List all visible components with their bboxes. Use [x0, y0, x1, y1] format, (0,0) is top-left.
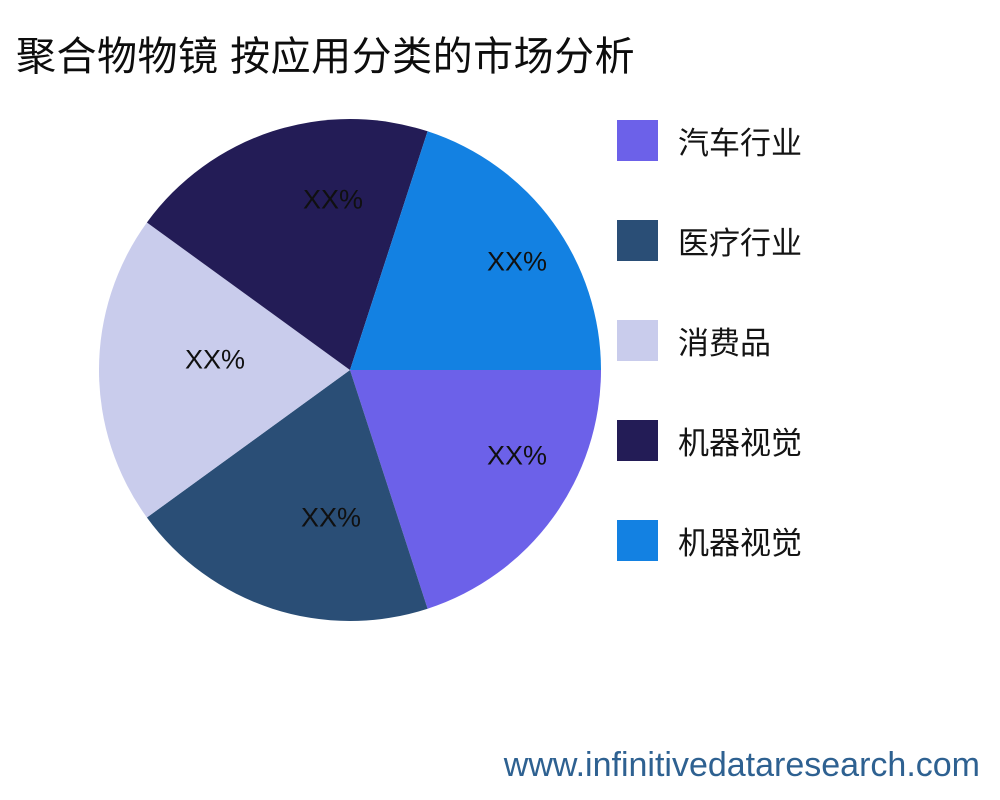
pie-slice-4 — [350, 131, 601, 370]
legend-item: 汽车行业 — [617, 120, 802, 161]
pie-chart: XX% XX% XX% XX% XX% — [94, 114, 606, 626]
pie-slice-1 — [146, 370, 428, 622]
legend-swatch — [617, 120, 658, 161]
pie-slice-0 — [350, 370, 601, 609]
pie-slice-value-label: XX% — [184, 344, 246, 375]
legend-item: 机器视觉 — [617, 420, 802, 461]
legend-swatch — [617, 420, 658, 461]
legend-swatch — [617, 520, 658, 561]
legend-item: 机器视觉 — [617, 520, 802, 561]
legend-swatch — [617, 320, 658, 361]
legend-label: 医疗行业 — [678, 226, 802, 261]
legend-item: 医疗行业 — [617, 220, 802, 261]
pie-slice-value-label: XX% — [486, 440, 548, 471]
chart-title: 聚合物物镜 按应用分类的市场分析 — [16, 35, 636, 79]
legend-label: 汽车行业 — [678, 126, 802, 161]
legend: 汽车行业 医疗行业 消费品 机器视觉 机器视觉 — [617, 120, 802, 620]
legend-label: 机器视觉 — [678, 426, 802, 461]
pie-slice-value-label: XX% — [486, 246, 548, 277]
legend-item: 消费品 — [617, 320, 802, 361]
pie-slice-value-label: XX% — [302, 184, 364, 215]
pie-slice-value-label: XX% — [300, 502, 362, 533]
legend-label: 消费品 — [678, 326, 771, 361]
footer-website-link[interactable]: www.infinitivedataresearch.com — [503, 746, 980, 784]
pie-slice-2 — [98, 222, 351, 518]
legend-label: 机器视觉 — [678, 526, 802, 561]
legend-swatch — [617, 220, 658, 261]
pie-svg — [98, 118, 601, 622]
pie-slice-3 — [146, 118, 428, 371]
